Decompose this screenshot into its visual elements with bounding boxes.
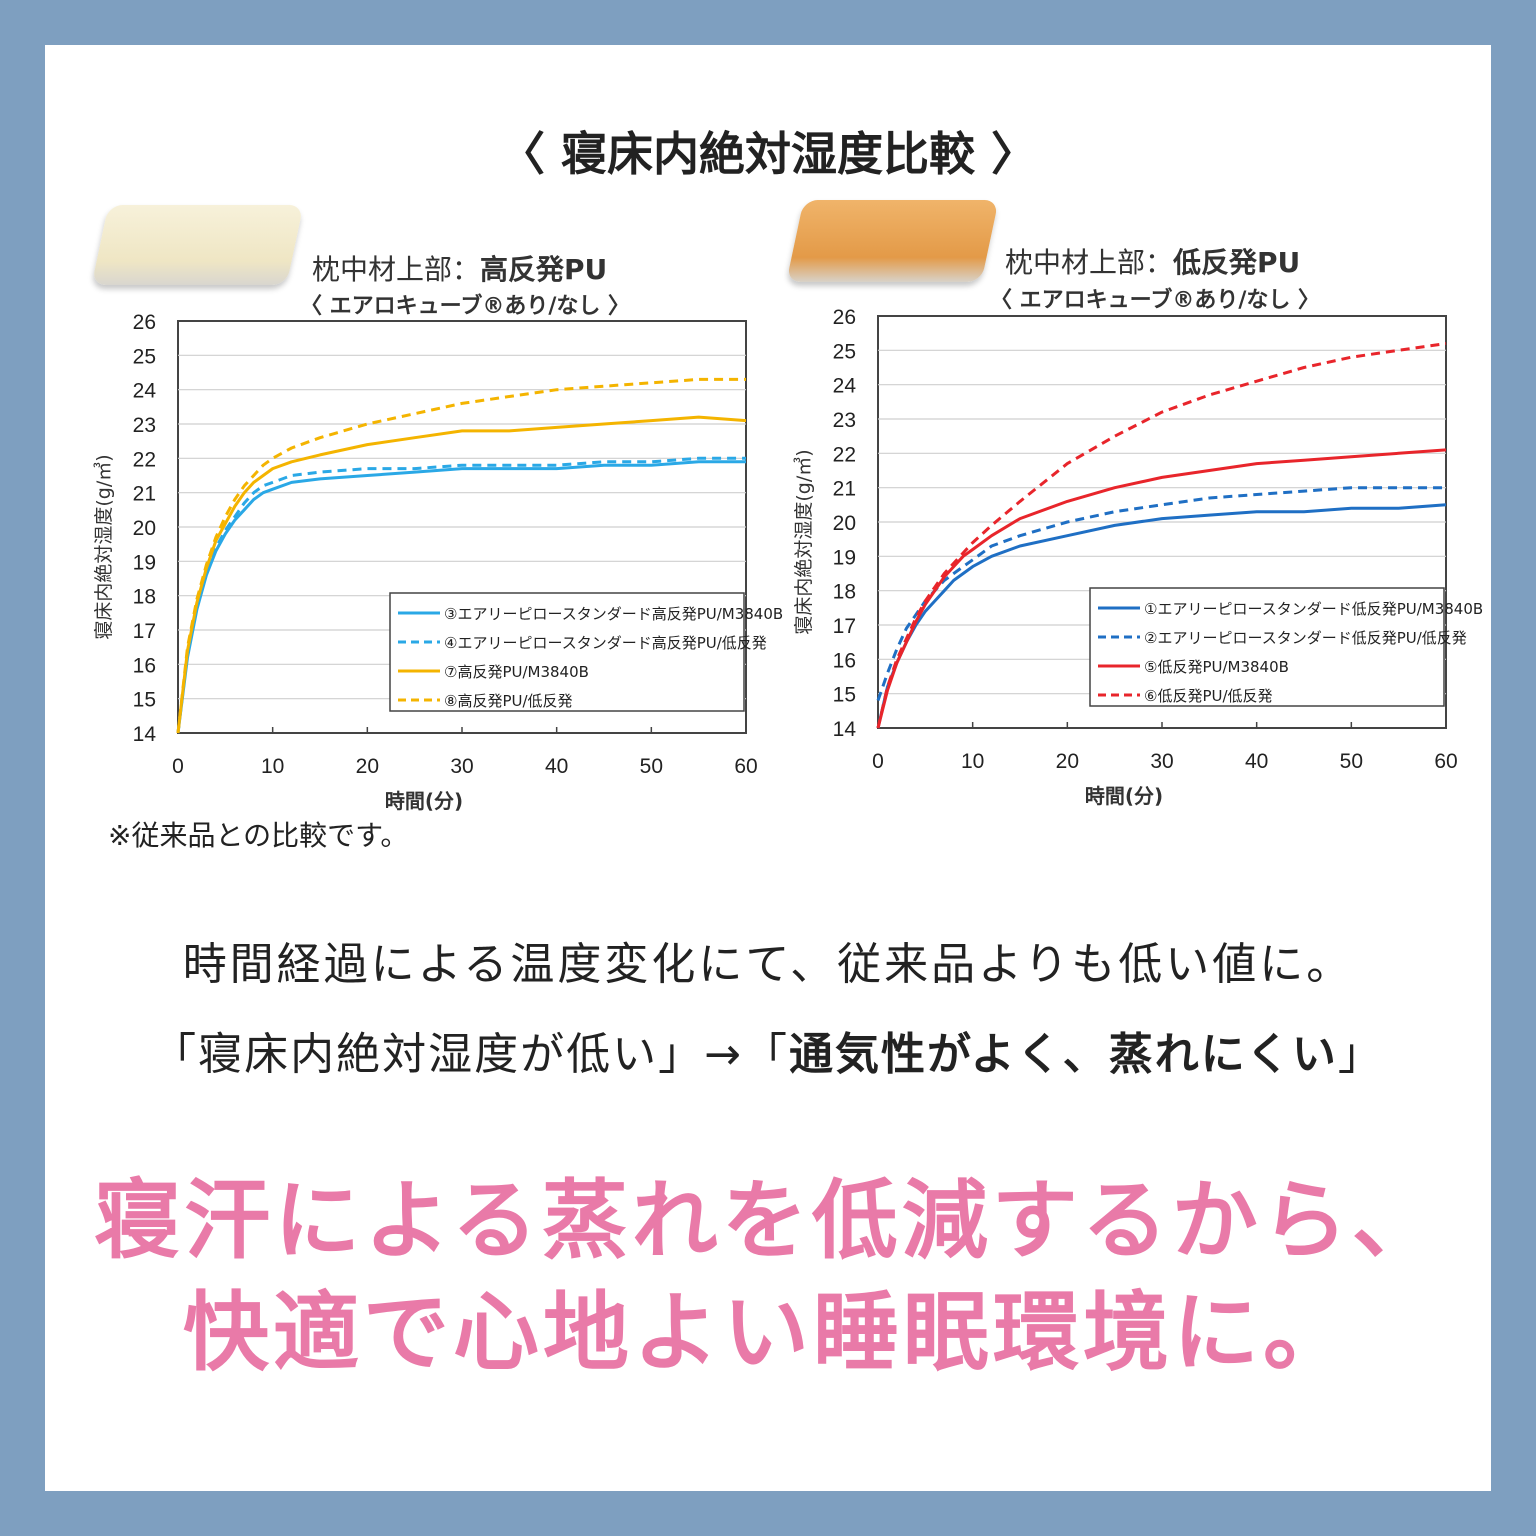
y-tick-label: 16	[133, 654, 156, 677]
y-tick-label: 22	[133, 448, 156, 471]
headline-line-1: 寝汗による蒸れを低減するから、	[94, 1171, 1442, 1271]
humidity-chart-low-rebound: 14 15 16 17 18 19 20 21 22 23 24 25 26 0 10 20 30 40 50 60 時…	[793, 306, 1483, 808]
x-tick-label: 50	[640, 755, 663, 778]
legend-box	[389, 592, 745, 712]
legend-label: ⑧高反発PU/低反発	[444, 692, 573, 710]
series-line-4	[876, 342, 1447, 729]
y-tick-label: 14	[133, 723, 157, 746]
y-tick-label: 19	[833, 546, 856, 569]
y-tick-label: 22	[833, 443, 856, 466]
x-tick-label: 20	[356, 755, 379, 778]
y-tick-label: 16	[833, 649, 856, 672]
headline-line-2: 快適で心地よい睡眠環境に。	[183, 1283, 1353, 1383]
panel-title-left: 枕中材上部：高反発PU	[312, 253, 608, 286]
x-tick-label: 0	[872, 750, 884, 773]
y-tick-label: 17	[833, 615, 856, 638]
x-axis-label: 時間(分)	[385, 789, 463, 813]
x-tick-label: 0	[172, 755, 184, 778]
y-tick-label: 20	[133, 517, 156, 540]
series-line-4	[176, 377, 746, 734]
y-tick-label: 23	[133, 414, 156, 437]
y-tick-label: 15	[133, 689, 156, 712]
summary-line-1: 時間経過による温度変化にて、従来品よりも低い値に。	[182, 939, 1354, 990]
y-tick-label: 26	[133, 311, 156, 334]
y-tick-label: 26	[833, 306, 856, 329]
legend-label: ③エアリーピロースタンダード高反発PU/M3840B	[444, 605, 783, 623]
x-tick-label: 50	[1340, 750, 1363, 773]
x-tick-label: 40	[1245, 750, 1268, 773]
pillow-image-low-rebound	[786, 200, 999, 282]
x-axis-label: 時間(分)	[1085, 784, 1163, 808]
y-tick-label: 21	[833, 478, 856, 501]
legend-label: ①エアリーピロースタンダード低反発PU/M3840B	[1144, 600, 1483, 618]
y-tick-label: 19	[133, 551, 156, 574]
content-card	[45, 45, 1491, 1491]
humidity-chart-high-rebound: 14 15 16 17 18 19 20 21 22 23 24 25 26 0 10 20 30 40 50 60 時…	[93, 311, 783, 813]
x-tick-label: 60	[1434, 750, 1457, 773]
y-tick-label: 18	[833, 581, 856, 604]
x-tick-label: 10	[261, 755, 284, 778]
y-tick-label: 25	[133, 345, 156, 368]
legend-label: ⑦高反発PU/M3840B	[444, 663, 589, 681]
comparison-note: ※従来品との比較です。	[108, 819, 409, 852]
legend-label: ⑤低反発PU/M3840B	[1144, 658, 1289, 676]
legend-box	[1089, 587, 1445, 707]
x-tick-label: 40	[545, 755, 568, 778]
y-tick-label: 25	[833, 340, 856, 363]
panel-subtitle-left: 〈 エアロキューブ®あり/なし 〉	[300, 294, 631, 319]
y-tick-label: 18	[133, 586, 156, 609]
y-tick-label: 23	[833, 409, 856, 432]
y-tick-label: 21	[133, 483, 156, 506]
y-tick-label: 14	[833, 718, 857, 741]
y-tick-label: 24	[133, 380, 157, 403]
x-tick-label: 10	[961, 750, 984, 773]
x-tick-label: 60	[734, 755, 757, 778]
y-axis-label: 寝床内絶対湿度(g/㎥)	[93, 454, 115, 639]
legend-label: ⑥低反発PU/低反発	[1144, 687, 1273, 705]
panel-subtitle-right: 〈 エアロキューブ®あり/なし 〉	[990, 288, 1321, 313]
y-tick-label: 20	[833, 512, 856, 535]
legend-label: ④エアリーピロースタンダード高反発PU/低反発	[444, 634, 767, 652]
series-line-3	[876, 448, 1447, 729]
y-tick-label: 17	[133, 620, 156, 643]
y-tick-label: 15	[833, 684, 856, 707]
x-tick-label: 20	[1056, 750, 1079, 773]
panel-title-right: 枕中材上部：低反発PU	[1005, 246, 1301, 279]
y-tick-label: 24	[833, 375, 857, 398]
page-title: 〈 寝床内絶対湿度比較 〉	[498, 127, 1038, 181]
legend-label: ②エアリーピロースタンダード低反発PU/低反発	[1144, 629, 1467, 647]
pillow-image-high-rebound	[91, 205, 304, 285]
series-line-2	[876, 486, 1446, 701]
y-axis-label: 寝床内絶対湿度(g/㎥)	[793, 449, 815, 634]
x-tick-label: 30	[450, 755, 473, 778]
x-tick-label: 30	[1150, 750, 1173, 773]
series-line-2	[176, 456, 746, 734]
summary-line-2: 「寝床内絶対湿度が低い」→「通気性がよく、蒸れにくい」	[152, 1029, 1384, 1080]
